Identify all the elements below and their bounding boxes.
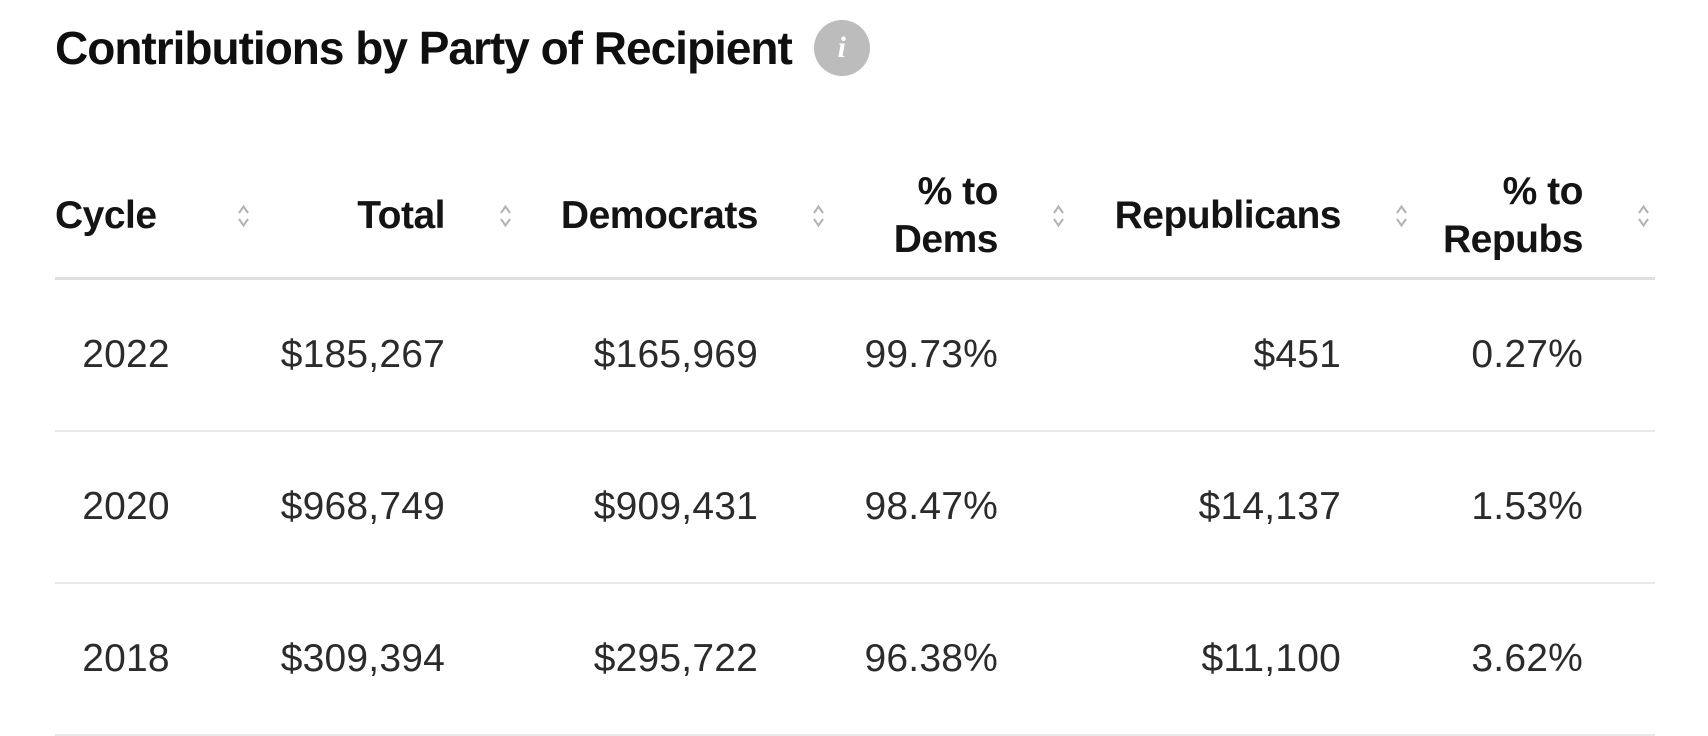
cell-pct-to-repubs: 0.27% [1413,278,1655,432]
column-header-pct-to-dems[interactable]: % to Dems [830,154,1070,280]
column-label-cycle: Cycle [55,193,157,237]
cell-pct-to-dems: 99.73% [830,278,1070,432]
cell-cycle: 2018 [55,583,255,736]
cell-pct-to-dems: 96.38% [830,583,1070,736]
sort-icon [236,203,251,229]
sort-icon [1051,203,1066,229]
column-header-total[interactable]: Total [255,154,517,280]
cell-pct-to-repubs: 1.53% [1413,431,1655,584]
table-row-2020: 2020 $968,749 $909,431 98.47% $14,137 1.… [55,431,1655,584]
table-row-2018: 2018 $309,394 $295,722 96.38% $11,100 3.… [55,583,1655,736]
cell-republicans: $451 [1070,278,1413,432]
column-label-democrats: Democrats [560,193,759,237]
page-title-text: Contributions by Party of Recipient [55,22,793,74]
cell-total: $968,749 [255,431,517,584]
contributions-section: Contributions by Party of Recipient i Cy… [0,20,1708,736]
cell-democrats: $165,969 [517,278,830,432]
column-label-pct-to-dems: % to Dems [893,169,999,261]
column-label-pct-to-repubs: % to Repubs [1442,169,1584,261]
column-header-democrats[interactable]: Democrats [517,154,830,280]
sort-icon [1394,203,1409,229]
cell-pct-to-dems: 98.47% [830,431,1070,584]
cell-democrats: $295,722 [517,583,830,736]
column-header-cycle[interactable]: Cycle [55,154,255,280]
contributions-table: Cycle Total Democrats % to Dems Republic… [55,154,1655,736]
column-header-republicans[interactable]: Republicans [1070,154,1413,280]
sort-icon [1636,203,1651,229]
table-row-2022: 2022 $185,267 $165,969 99.73% $451 0.27% [55,278,1655,432]
sort-icon [811,203,826,229]
cell-total: $309,394 [255,583,517,736]
cell-republicans: $11,100 [1070,583,1413,736]
column-header-pct-to-repubs[interactable]: % to Repubs [1413,154,1655,280]
cell-cycle: 2020 [55,431,255,584]
sort-icon [498,203,513,229]
cell-republicans: $14,137 [1070,431,1413,584]
cell-total: $185,267 [255,278,517,432]
header-row: Cycle Total Democrats % to Dems Republic… [55,154,1655,280]
cell-democrats: $909,431 [517,431,830,584]
cell-cycle: 2022 [55,278,255,432]
cell-pct-to-repubs: 3.62% [1413,583,1655,736]
info-icon[interactable]: i [813,20,870,76]
column-label-total: Total [357,193,445,237]
page-title: Contributions by Party of Recipient i [55,20,1708,76]
column-label-republicans: Republicans [1114,193,1342,237]
